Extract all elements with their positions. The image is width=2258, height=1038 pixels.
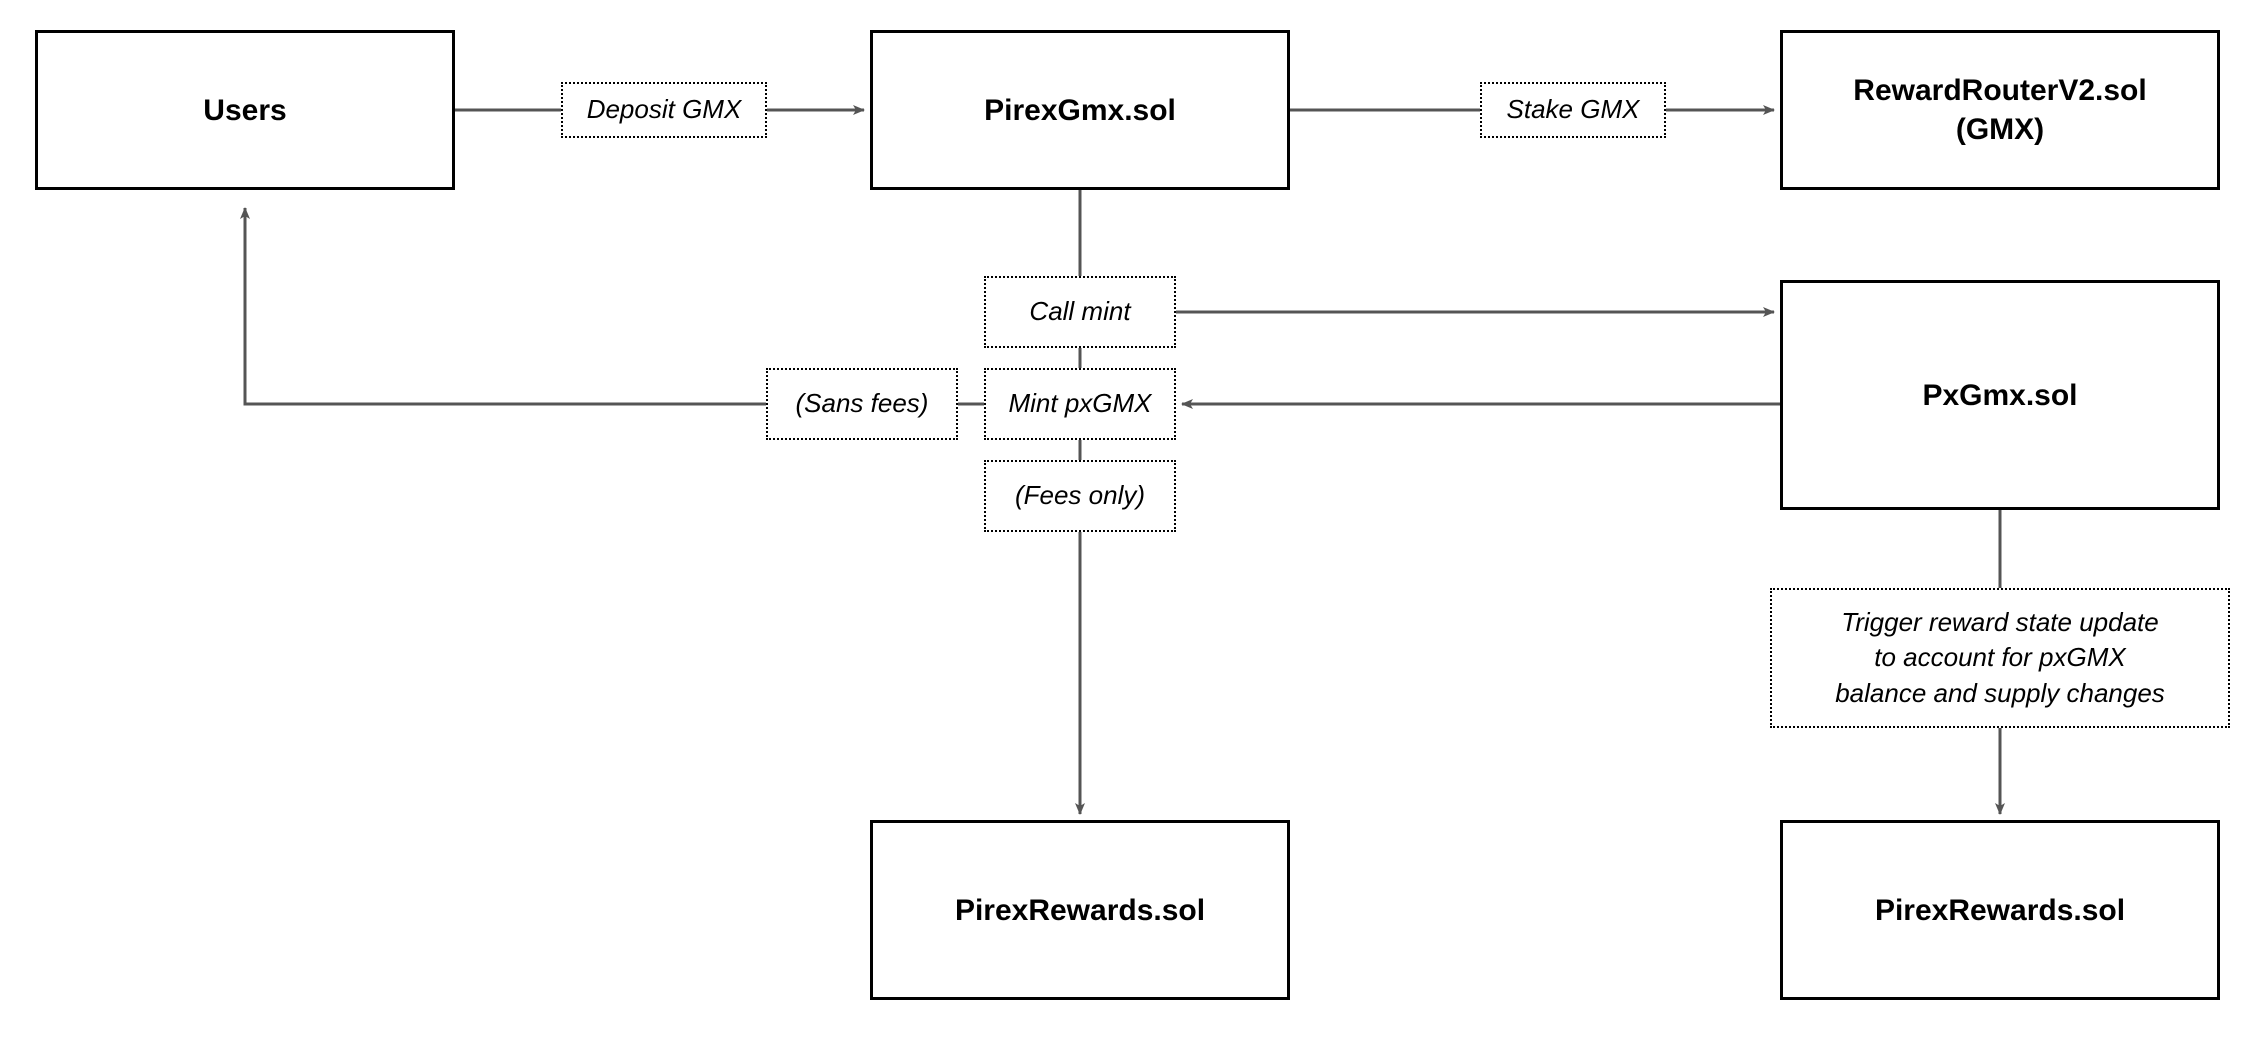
label-text: Call mint [1029, 294, 1130, 329]
node-pirexrewards2: PirexRewards.sol [1780, 820, 2220, 1000]
label-text: Trigger reward state update to account f… [1835, 605, 2165, 710]
label-text: (Sans fees) [796, 386, 929, 421]
node-pirexrewards1: PirexRewards.sol [870, 820, 1290, 1000]
node-label: PirexRewards.sol [1875, 891, 2125, 930]
label-deposit: Deposit GMX [561, 82, 767, 138]
diagram-canvas: Users PirexGmx.sol RewardRouterV2.sol (G… [0, 0, 2258, 1038]
label-text: (Fees only) [1015, 478, 1145, 513]
node-label: RewardRouterV2.sol (GMX) [1853, 71, 2146, 149]
label-callmint: Call mint [984, 276, 1176, 348]
node-label: PirexGmx.sol [984, 91, 1176, 130]
label-text: Mint pxGMX [1008, 386, 1151, 421]
node-label: Users [203, 91, 286, 130]
node-rewardrouter: RewardRouterV2.sol (GMX) [1780, 30, 2220, 190]
label-stake: Stake GMX [1480, 82, 1666, 138]
node-label: PirexRewards.sol [955, 891, 1205, 930]
node-users: Users [35, 30, 455, 190]
node-label: PxGmx.sol [1922, 376, 2077, 415]
edge-sansfees-users [245, 208, 766, 404]
label-sansfees: (Sans fees) [766, 368, 958, 440]
label-feesonly: (Fees only) [984, 460, 1176, 532]
node-pxgmx: PxGmx.sol [1780, 280, 2220, 510]
label-text: Stake GMX [1507, 92, 1640, 127]
label-trigger: Trigger reward state update to account f… [1770, 588, 2230, 728]
label-text: Deposit GMX [587, 92, 742, 127]
label-mintpx: Mint pxGMX [984, 368, 1176, 440]
node-pirexgmx: PirexGmx.sol [870, 30, 1290, 190]
